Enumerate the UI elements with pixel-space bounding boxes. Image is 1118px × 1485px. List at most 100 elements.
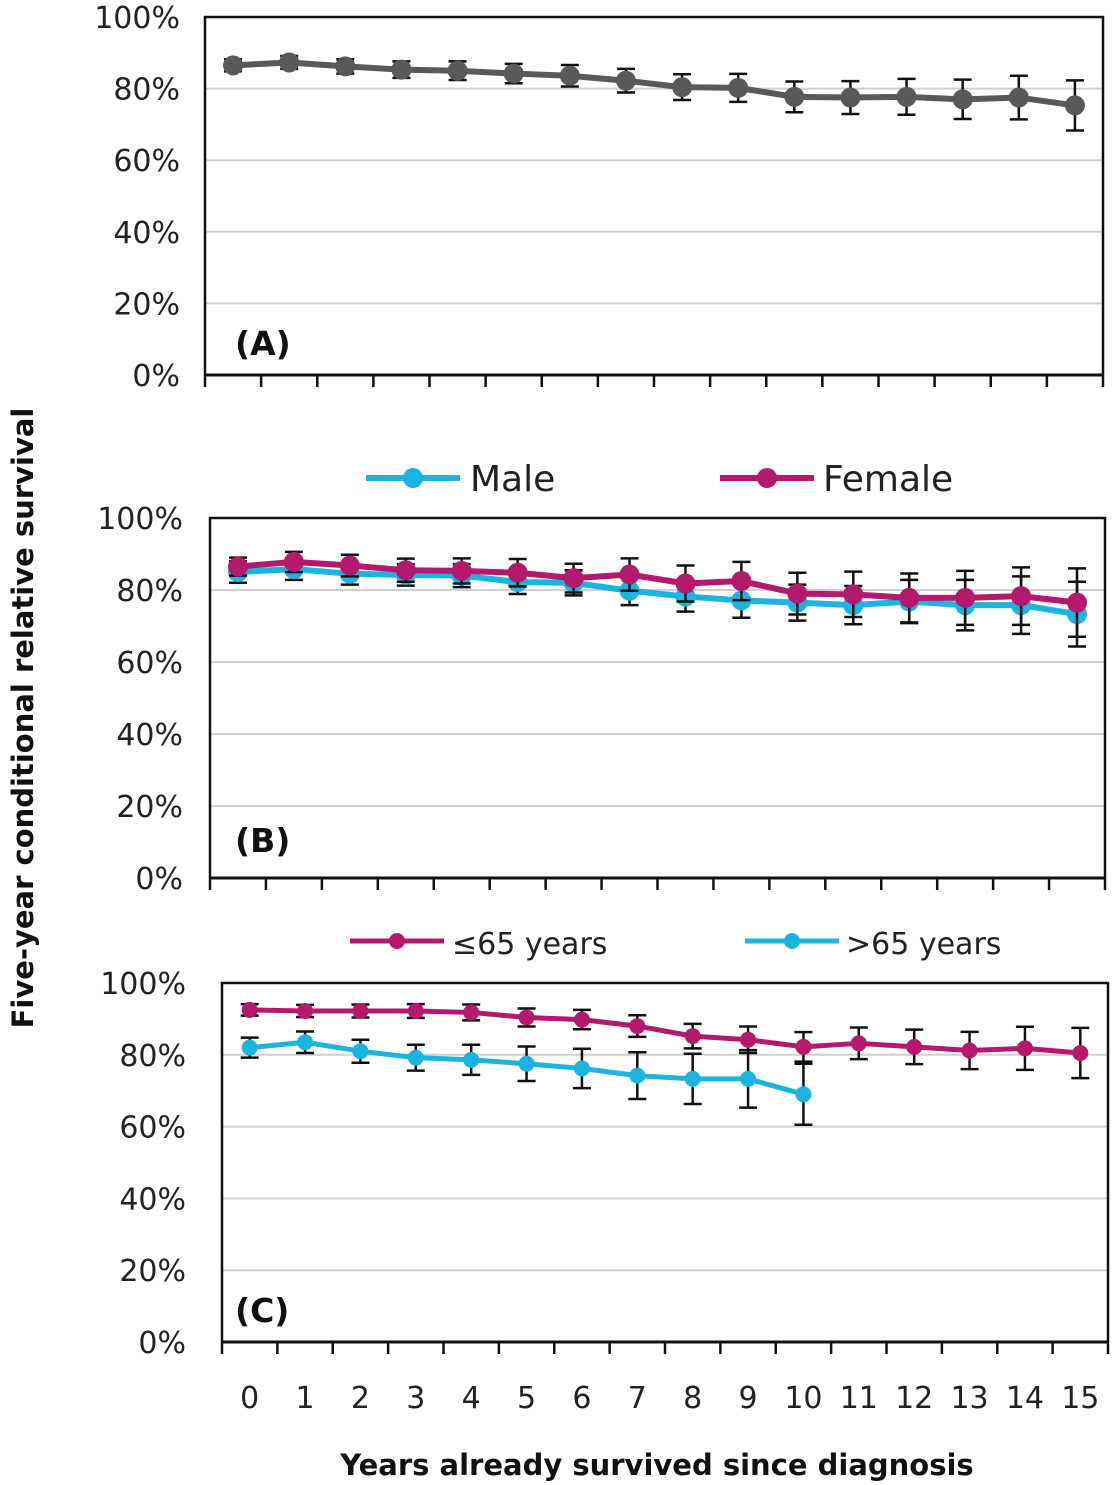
- data-point: [352, 1003, 369, 1020]
- data-point: [952, 89, 973, 110]
- legend-swatch-marker: [784, 933, 800, 949]
- panel-tag: (A): [235, 324, 291, 363]
- x-tick-label: 12: [895, 1381, 933, 1416]
- data-point: [896, 86, 917, 107]
- data-point: [787, 583, 808, 604]
- data-point: [1011, 586, 1032, 607]
- y-tick-label: 0%: [135, 862, 183, 897]
- data-point: [675, 573, 696, 594]
- data-point: [283, 551, 304, 572]
- data-point: [629, 1067, 646, 1084]
- y-tick-label: 40%: [116, 718, 183, 753]
- plot-frame: [220, 981, 1110, 1342]
- data-point: [407, 1049, 424, 1066]
- x-tick-label: 13: [950, 1381, 988, 1416]
- legend-label: >65 years: [846, 927, 1001, 962]
- data-point: [451, 560, 472, 581]
- data-point: [407, 1003, 424, 1020]
- series-65-years: [240, 1001, 1090, 1080]
- data-point: [391, 59, 412, 80]
- y-tick-label: 100%: [100, 967, 186, 1002]
- y-tick-label: 20%: [116, 790, 183, 825]
- data-point: [1067, 592, 1088, 613]
- y-tick-label: 40%: [119, 1182, 186, 1217]
- data-point: [619, 564, 640, 585]
- x-tick-label: 0: [240, 1381, 259, 1416]
- series-line: [237, 558, 1078, 606]
- data-point: [1064, 95, 1085, 116]
- data-point: [1072, 1045, 1089, 1062]
- y-tick-label: 100%: [94, 1, 180, 36]
- x-tick-label: 7: [628, 1381, 647, 1416]
- y-tick-label: 20%: [113, 287, 180, 322]
- series-line: [232, 59, 1076, 109]
- data-point: [447, 60, 468, 81]
- data-point: [463, 1051, 480, 1068]
- data-point: [507, 562, 528, 583]
- legend-item: >65 years: [745, 927, 1001, 962]
- y-tick-label: 20%: [119, 1254, 186, 1289]
- data-point: [518, 1009, 535, 1026]
- panel-c: 0%20%40%60%80%100%0 1 2 3 4 5 6 7 8 9 10 11 12 13 14 15…: [100, 927, 1110, 1416]
- data-point: [795, 1086, 812, 1103]
- series-line: [249, 1007, 1081, 1056]
- y-tick-label: 60%: [116, 646, 183, 681]
- y-tick-label: 60%: [119, 1111, 186, 1146]
- legend-label: ≤65 years: [452, 927, 607, 962]
- y-tick-label: 60%: [113, 144, 180, 179]
- data-point: [740, 1070, 757, 1087]
- data-point: [518, 1055, 535, 1072]
- panel-tag: (C): [235, 1291, 289, 1330]
- x-tick-label: 2: [351, 1381, 370, 1416]
- plot-frame: [208, 516, 1107, 878]
- x-tick-label: 4: [462, 1381, 481, 1416]
- data-point: [784, 86, 805, 107]
- y-tick-label: 80%: [116, 574, 183, 609]
- legend-swatch-marker: [403, 468, 423, 488]
- series-female: [227, 550, 1088, 639]
- legend-item: Female: [720, 459, 953, 500]
- x-tick-label: 10: [784, 1381, 822, 1416]
- legend-swatch-marker: [757, 468, 777, 488]
- data-point: [227, 556, 248, 577]
- legend-swatch-marker: [389, 933, 405, 949]
- data-point: [297, 1003, 314, 1020]
- data-point: [843, 584, 864, 605]
- data-point: [840, 87, 861, 108]
- plot-frame: [203, 15, 1105, 375]
- data-point: [395, 560, 416, 581]
- data-point: [559, 65, 580, 86]
- data-point: [629, 1018, 646, 1035]
- y-tick-label: 100%: [97, 502, 183, 537]
- data-point: [728, 77, 749, 98]
- x-axis-title: Years already survived since diagnosis: [339, 1448, 973, 1482]
- data-point: [463, 1004, 480, 1021]
- legend-item: Male: [366, 459, 555, 500]
- data-point: [961, 1042, 978, 1059]
- data-point: [335, 56, 356, 77]
- panel-b: 0% 20% 40% 60% 80% 100% Male Female (B): [97, 459, 1107, 897]
- data-point: [906, 1038, 923, 1055]
- data-point: [955, 587, 976, 608]
- data-point: [899, 587, 920, 608]
- x-tick-label: 3: [406, 1381, 425, 1416]
- data-point: [795, 1038, 812, 1055]
- data-point: [1016, 1040, 1033, 1057]
- data-point: [241, 1001, 258, 1018]
- data-point: [223, 55, 244, 76]
- panel-a: 0% 20% 40% 60% 80% 100% (A): [94, 1, 1105, 394]
- data-point: [352, 1043, 369, 1060]
- x-tick-label: 14: [1006, 1381, 1044, 1416]
- legend-label: Female: [823, 459, 953, 500]
- x-tick-label: 5: [517, 1381, 536, 1416]
- data-point: [503, 63, 524, 84]
- panel-tag: (B): [235, 821, 290, 860]
- x-tick-label: 8: [683, 1381, 702, 1416]
- y-tick-label: 80%: [113, 73, 180, 108]
- data-point: [1008, 87, 1029, 108]
- panels: 0% 20% 40% 60% 80% 100% (A) 0% 20% 40% 60% 80% 100% M…: [94, 1, 1110, 1416]
- data-point: [672, 77, 693, 98]
- series-65-years: [240, 1030, 813, 1127]
- legend-item: ≤65 years: [350, 927, 607, 962]
